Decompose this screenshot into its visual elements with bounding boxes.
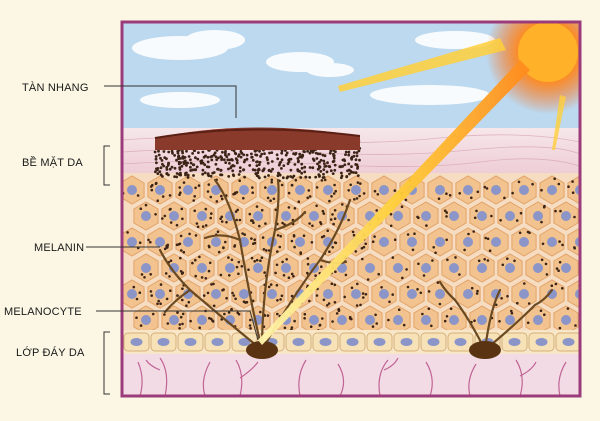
svg-text:LỚP ĐÁY DA: LỚP ĐÁY DA: [16, 346, 85, 359]
diagram-frame: [120, 20, 582, 398]
svg-text:TÀN NHANG: TÀN NHANG: [22, 81, 89, 94]
svg-text:MELANOCYTE: MELANOCYTE: [4, 306, 82, 318]
uv-ray-down: [552, 95, 566, 150]
dermis: [122, 354, 580, 396]
label-basal-layer: LỚP ĐÁY DA: [16, 331, 110, 395]
label-skin-surface: BỀ MẶT DA: [22, 145, 110, 186]
uv-ray-upper: [338, 38, 506, 92]
melanocyte-body-left: [246, 341, 278, 359]
basal-cells: [123, 332, 580, 352]
melanocyte-body-right: [469, 341, 501, 359]
uv-ray-main: [258, 60, 530, 345]
label-freckle: TÀN NHANG: [22, 81, 237, 118]
svg-text:BỀ MẶT DA: BỀ MẶT DA: [22, 156, 83, 169]
label-melanocyte: MELANOCYTE: [4, 306, 259, 341]
capillaries: [137, 357, 567, 396]
clouds: [132, 30, 495, 108]
label-melanin: MELANIN: [34, 242, 160, 254]
epidermis-cells: [122, 175, 580, 335]
freckle-spot: [155, 127, 360, 150]
svg-text:MELANIN: MELANIN: [34, 242, 84, 254]
